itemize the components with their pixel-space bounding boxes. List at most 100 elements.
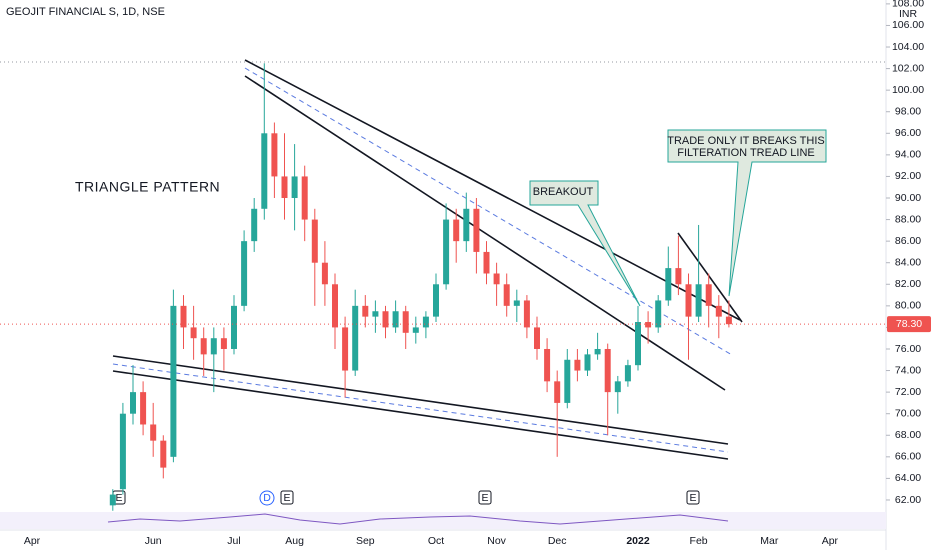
y-tick-label: 72.00 bbox=[895, 386, 921, 398]
candle-body bbox=[614, 381, 621, 393]
candle-body bbox=[109, 494, 116, 506]
y-tick-label: 102.00 bbox=[892, 62, 924, 74]
x-tick-label: Nov bbox=[487, 535, 506, 547]
candle-body bbox=[210, 338, 217, 355]
x-tick-label: Feb bbox=[690, 535, 708, 547]
chart-title: GEOJIT FINANCIAL S, 1D, NSE bbox=[6, 6, 165, 18]
last-price-box bbox=[887, 316, 931, 333]
candle-body bbox=[443, 219, 450, 285]
x-tick-label: Apr bbox=[822, 535, 839, 547]
candle-body bbox=[574, 359, 581, 371]
note-pattern: TRIANGLE PATTERN bbox=[75, 179, 220, 195]
candle-body bbox=[311, 219, 318, 263]
candle-body bbox=[150, 424, 157, 441]
candle-body bbox=[130, 392, 136, 414]
event: E bbox=[283, 492, 290, 504]
y-tick-label: 90.00 bbox=[895, 192, 921, 204]
candle-body bbox=[544, 348, 551, 382]
candle-body bbox=[231, 305, 237, 349]
candle-body bbox=[645, 322, 652, 328]
y-tick-label: 86.00 bbox=[895, 235, 921, 247]
y-tick-label: 92.00 bbox=[895, 170, 921, 182]
candle-body bbox=[715, 305, 722, 317]
candle-body bbox=[503, 284, 510, 306]
candle-body bbox=[463, 208, 470, 242]
x-tick-label: Apr bbox=[24, 535, 41, 547]
indicator-line bbox=[107, 513, 729, 525]
candle-body bbox=[695, 284, 702, 317]
x-tick-label: Aug bbox=[285, 535, 304, 547]
candle-body bbox=[170, 305, 177, 457]
candle-body bbox=[402, 311, 409, 333]
y-tick-label: 74.00 bbox=[895, 364, 921, 376]
x-tick-label: Jun bbox=[145, 535, 162, 547]
candle-body bbox=[281, 176, 288, 199]
y-tick-label: 108.00 bbox=[892, 0, 924, 10]
event: D bbox=[263, 492, 271, 504]
y-tick-label: 68.00 bbox=[895, 429, 921, 441]
y-tick-label: 64.00 bbox=[895, 472, 921, 484]
candle-body bbox=[685, 284, 692, 317]
candle-body bbox=[665, 268, 672, 301]
y-tick-label: 100.00 bbox=[892, 84, 924, 96]
candle-body bbox=[200, 338, 207, 355]
events: E D E E E bbox=[112, 490, 700, 506]
candle-body bbox=[321, 262, 328, 285]
y-tick-label: 104.00 bbox=[892, 41, 924, 53]
candle-body bbox=[584, 354, 591, 371]
y-tick-label: 76.00 bbox=[895, 343, 921, 355]
candle-body bbox=[352, 305, 359, 371]
candle-body bbox=[594, 348, 601, 355]
y-tick-label: 94.00 bbox=[895, 149, 921, 161]
candle-body bbox=[372, 311, 379, 317]
candle-body bbox=[523, 300, 530, 328]
y-tick-label: 82.00 bbox=[895, 278, 921, 290]
candle-body bbox=[261, 133, 268, 209]
candle-body bbox=[362, 305, 369, 317]
event: E bbox=[689, 492, 696, 504]
candle-body bbox=[513, 300, 520, 306]
candle-body bbox=[725, 316, 732, 325]
candle-body bbox=[332, 284, 338, 328]
x-tick-label: Dec bbox=[548, 535, 567, 547]
candle-body bbox=[160, 440, 167, 468]
event: E bbox=[481, 492, 488, 504]
candle-body bbox=[604, 348, 611, 393]
candle-body bbox=[180, 305, 187, 328]
y-tick-label: 80.00 bbox=[895, 300, 921, 312]
candle-body bbox=[412, 327, 419, 333]
candle-body bbox=[140, 392, 147, 425]
candle-body bbox=[705, 284, 712, 306]
x-tick-label: Mar bbox=[760, 535, 779, 547]
candle-body bbox=[554, 381, 561, 403]
x-tick-label: Oct bbox=[428, 535, 444, 547]
candle-body bbox=[483, 251, 490, 274]
candle-body bbox=[493, 273, 500, 285]
y-tick-label: 66.00 bbox=[895, 451, 921, 463]
x-tick-label: Sep bbox=[356, 535, 375, 547]
callout bbox=[529, 180, 641, 307]
candle-body bbox=[422, 316, 429, 328]
candle-body bbox=[241, 241, 248, 306]
candle-body bbox=[655, 300, 662, 328]
candle-body bbox=[453, 219, 460, 242]
last-price-label: 78.30 bbox=[896, 318, 922, 330]
y-tick-label: 106.00 bbox=[892, 19, 924, 31]
candle-body bbox=[564, 359, 571, 403]
candle-body bbox=[624, 365, 631, 382]
x-tick-label: Jul bbox=[227, 535, 240, 547]
candle-body bbox=[635, 322, 641, 366]
callout bbox=[667, 129, 827, 297]
candle-body bbox=[675, 268, 682, 285]
candle-body bbox=[291, 176, 298, 199]
candle-body bbox=[392, 311, 399, 328]
currency: INR bbox=[899, 8, 918, 20]
y-tick-label: 70.00 bbox=[895, 407, 921, 419]
candle-body bbox=[473, 208, 480, 252]
candle-body bbox=[534, 327, 540, 349]
y-tick-label: 62.00 bbox=[895, 494, 921, 506]
candle-body bbox=[119, 413, 126, 490]
event: E bbox=[115, 492, 122, 504]
